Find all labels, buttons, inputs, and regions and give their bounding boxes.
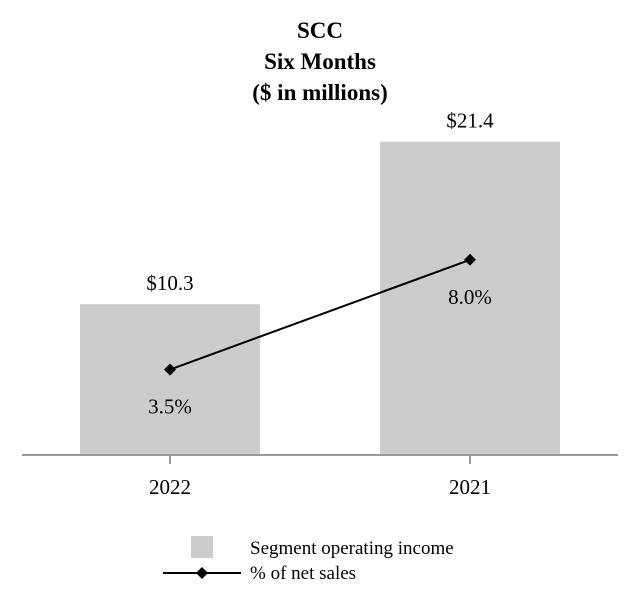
pct-marker-2021 <box>464 253 476 266</box>
legend: Segment operating income % of net sales <box>163 536 454 584</box>
bar-2021 <box>380 141 560 456</box>
bar-value-label-2022: $10.3 <box>146 271 193 295</box>
title-line-1: SCC <box>297 18 343 43</box>
title-line-3: ($ in millions) <box>252 80 387 105</box>
legend-swatch-bar <box>191 536 213 558</box>
pct-value-label-2022: 3.5% <box>148 395 192 419</box>
chart-title: SCC Six Months ($ in millions) <box>252 18 387 105</box>
pct-line-series: 3.5% 8.0% <box>148 253 492 419</box>
pct-line <box>169 258 471 371</box>
x-axis: 2022 2021 <box>22 454 618 499</box>
pct-value-label-2021: 8.0% <box>448 285 492 309</box>
bars: $10.3 $21.4 <box>80 109 560 456</box>
x-tick-label-2022: 2022 <box>149 475 191 499</box>
x-tick-label-2021: 2021 <box>449 475 491 499</box>
pct-marker-2022 <box>164 363 176 376</box>
legend-label-line: % of net sales <box>250 563 356 584</box>
legend-marker-diamond <box>196 567 208 579</box>
bar-2022 <box>80 304 260 455</box>
title-line-2: Six Months <box>264 49 376 74</box>
legend-label-bar: Segment operating income <box>250 538 454 559</box>
bar-value-label-2021: $21.4 <box>446 109 494 133</box>
